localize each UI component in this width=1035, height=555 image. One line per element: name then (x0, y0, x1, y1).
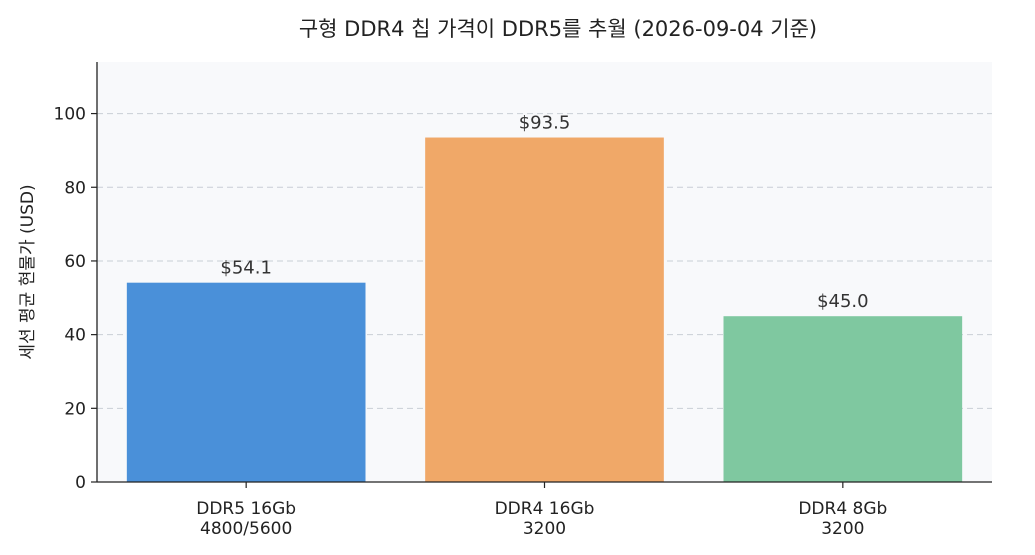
y-axis-ticks: 0 20 40 60 80 100 (54, 105, 97, 493)
bar (126, 282, 366, 482)
x-tick-label: 4800/5600 (200, 519, 292, 539)
y-tick-label: 60 (64, 252, 86, 272)
bar (723, 316, 963, 482)
x-tick-label: 3200 (821, 519, 864, 539)
y-tick-label: 40 (64, 326, 86, 346)
bar-value-label: $45.0 (817, 291, 869, 312)
bar (425, 137, 664, 483)
y-tick-label: 0 (75, 473, 86, 493)
bar-value-label: $54.1 (220, 258, 272, 279)
x-tick-label: DDR5 16Gb (196, 499, 296, 519)
chart-title: 구형 DDR4 칩 가격이 DDR5를 추월 (2026-09-04 기준) (299, 17, 817, 41)
data-labels: $54.1 $93.5 $45.0 (220, 113, 868, 313)
x-tick-label: DDR4 8Gb (798, 499, 887, 519)
y-tick-label: 80 (64, 178, 86, 198)
x-tick-label: 3200 (523, 519, 566, 539)
y-axis-label: 세션 평균 현물가 (USD) (18, 184, 38, 359)
x-tick-label: DDR4 16Gb (495, 499, 595, 519)
bar-value-label: $93.5 (519, 113, 571, 134)
y-tick-label: 20 (64, 399, 86, 419)
bars (126, 137, 963, 483)
y-tick-label: 100 (54, 105, 86, 125)
